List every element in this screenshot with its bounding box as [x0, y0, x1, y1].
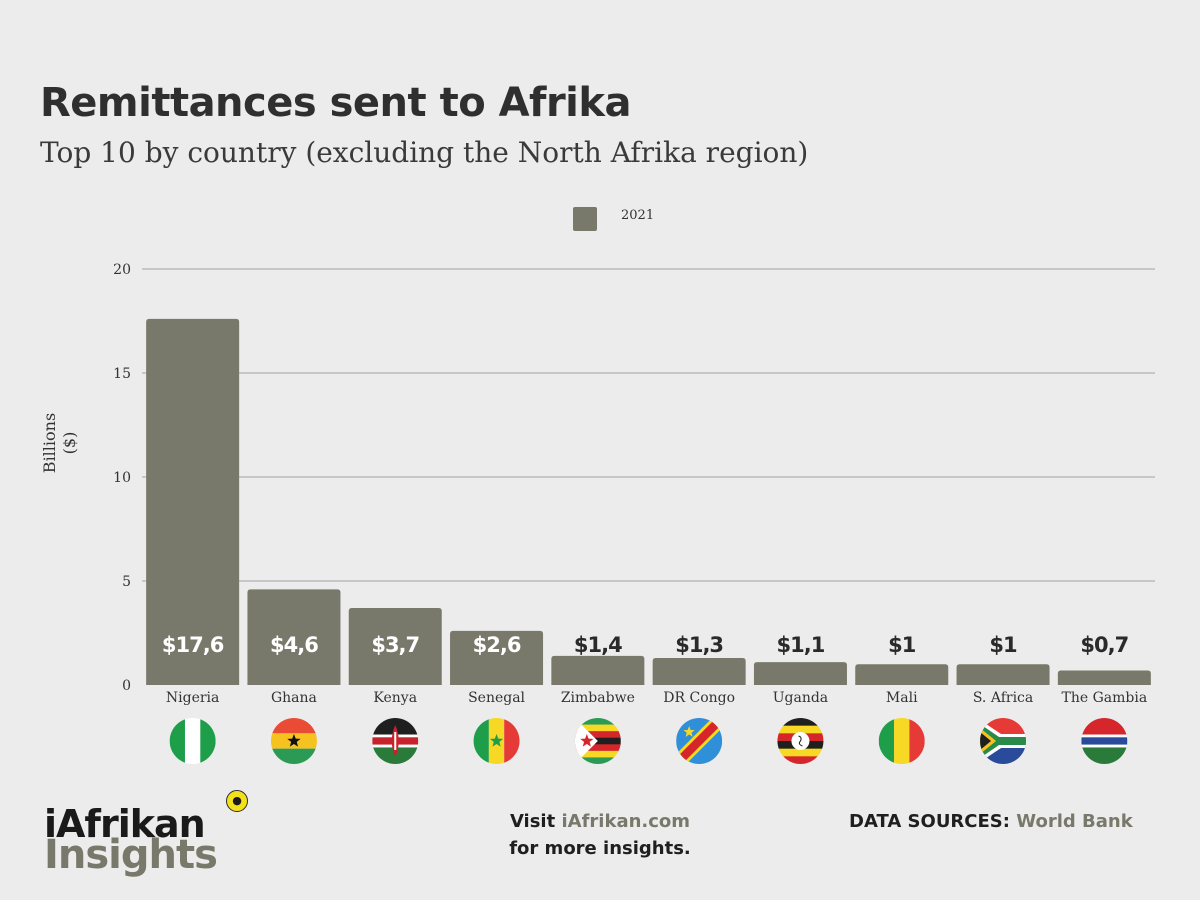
uganda-flag-icon	[777, 718, 824, 764]
bar-zimbabwe	[551, 655, 645, 685]
data-label-mali: $1	[888, 633, 916, 657]
visit-site-link[interactable]: iAfrikan.com	[561, 811, 691, 832]
nigeria-flag-icon	[169, 718, 216, 764]
data-label-zimbabwe: $1,4	[574, 633, 622, 657]
data-label-nigeria: $17,6	[162, 633, 224, 657]
bar-senegal	[450, 630, 544, 685]
y-tick-label-10: 10	[113, 470, 131, 486]
gambia-flag-icon	[1081, 718, 1128, 764]
bar-s-africa	[956, 664, 1050, 685]
y-tick-label-20: 20	[113, 262, 131, 278]
chart-title: Remittances sent to Afrika	[40, 80, 631, 126]
bar-dr-congo	[652, 657, 746, 685]
legend-swatch-2021	[573, 207, 597, 231]
x-tick-label-nigeria: Nigeria	[166, 690, 220, 706]
bar-ghana	[247, 589, 341, 685]
x-tick-label-mali: Mali	[886, 690, 918, 706]
x-tick-label-dr-congo: DR Congo	[663, 690, 735, 706]
data-sources: DATA SOURCES: World Bank	[849, 811, 1133, 832]
y-axis-label-line-1: Billions	[40, 413, 59, 473]
data-label-kenya: $3,7	[371, 633, 419, 657]
africa-map-icon: ●	[226, 790, 248, 812]
x-tick-label-the-gambia: The Gambia	[1062, 690, 1148, 706]
mali-flag-icon	[878, 718, 925, 764]
data-label-s-africa: $1	[989, 633, 1017, 657]
kenya-flag-icon	[372, 718, 419, 764]
data-label-dr-congo: $1,3	[675, 633, 723, 657]
data-sources-label: DATA SOURCES:	[849, 811, 1010, 832]
x-tick-label-ghana: Ghana	[271, 690, 317, 706]
bar-nigeria	[146, 318, 240, 685]
visit-suffix: for more insights.	[509, 838, 691, 859]
x-tick-label-kenya: Kenya	[373, 690, 417, 706]
data-label-the-gambia: $0,7	[1080, 633, 1128, 657]
logo-text-top: iAfrikan	[44, 802, 206, 846]
x-tick-label-senegal: Senegal	[468, 690, 525, 706]
y-axis-label: Billions($)	[40, 413, 79, 473]
data-sources-value: World Bank	[1016, 811, 1133, 832]
y-tick-label-5: 5	[122, 574, 131, 590]
iafrikan-insights-logo: ● iAfrikan Insights	[44, 790, 284, 892]
visit-note: Visit iAfrikan.com for more insights.	[450, 808, 750, 862]
y-tick-label-15: 15	[113, 366, 131, 382]
ghana-flag-icon	[270, 718, 317, 764]
x-tick-label-s-africa: S. Africa	[973, 690, 1033, 706]
legend-label-2021: 2021	[621, 208, 654, 223]
logo-text-bottom: Insights	[44, 832, 218, 878]
bar-uganda	[753, 662, 847, 685]
bar-mali	[855, 664, 949, 685]
data-label-ghana: $4,6	[270, 633, 318, 657]
senegal-flag-icon	[473, 718, 520, 764]
zimbabwe-flag-icon	[574, 718, 621, 764]
bar-kenya	[348, 608, 442, 685]
y-axis-label-line-2: ($)	[60, 432, 79, 455]
bar-chart: 2021 0 5 10 15 20 Billions($) $17,6 Nigeria $4,6 G…	[40, 207, 1155, 764]
south-africa-flag-icon	[980, 718, 1027, 764]
x-tick-label-zimbabwe: Zimbabwe	[561, 690, 635, 706]
bar-the-gambia	[1057, 670, 1151, 685]
data-label-senegal: $2,6	[473, 633, 521, 657]
chart-subtitle: Top 10 by country (excluding the North A…	[40, 136, 809, 169]
x-tick-label-uganda: Uganda	[773, 690, 828, 706]
data-label-uganda: $1,1	[777, 633, 825, 657]
visit-prefix: Visit	[509, 811, 556, 832]
y-tick-label-0: 0	[122, 678, 131, 694]
dr-congo-flag-icon	[676, 718, 723, 764]
